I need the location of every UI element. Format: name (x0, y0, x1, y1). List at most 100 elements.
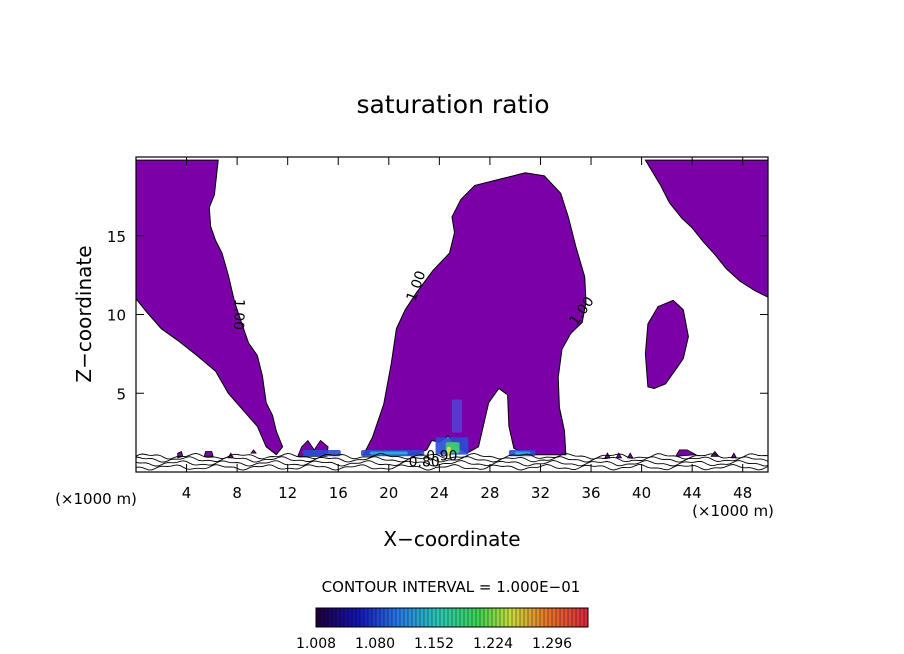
colorbar-cell-7 (343, 607, 349, 628)
contour-label-3: 0.80 (409, 455, 440, 471)
contour-label-0: 1.00 (230, 299, 247, 331)
x-tick-label-5: 24 (430, 484, 449, 502)
colorbar-cell-64 (571, 607, 577, 628)
colorbar-cell-34 (451, 607, 457, 628)
colorbar-cell-53 (527, 607, 533, 628)
colorbar-cell-46 (499, 607, 505, 628)
colorbar-cell-19 (391, 607, 397, 628)
plot-area (136, 159, 768, 459)
colorbar-cell-5 (335, 607, 341, 628)
colorbar-cell-57 (543, 607, 549, 628)
supersaturated-region-2 (644, 159, 768, 298)
colorbar-cell-56 (539, 607, 545, 628)
x-tick-label-7: 32 (531, 484, 550, 502)
high-value-band-2 (369, 451, 408, 455)
colorbar-cell-3 (327, 607, 333, 628)
y-axis-label: Z−coordinate (72, 245, 96, 382)
x-unit-label-left: (×1000 m) (55, 490, 137, 508)
colorbar-label-2: 1.152 (414, 636, 454, 652)
surface-contour-3 (136, 464, 768, 471)
colorbar-cell-27 (423, 607, 429, 628)
supersaturated-region-1 (362, 172, 587, 456)
colorbar-cell-0 (315, 607, 321, 628)
colorbar-cell-44 (491, 607, 497, 628)
x-tick-label-8: 36 (581, 484, 600, 502)
colorbar-cell-6 (339, 607, 345, 628)
colorbar-cell-47 (503, 607, 509, 628)
colorbar-cell-54 (531, 607, 537, 628)
low-level-patch-2 (203, 451, 214, 457)
colorbar-cell-41 (479, 607, 485, 628)
colorbar-cell-31 (439, 607, 445, 628)
x-tick-label-4: 20 (379, 484, 398, 502)
colorbar-cell-11 (359, 607, 365, 628)
y-tick-label-0: 5 (116, 385, 126, 403)
low-level-patch-9 (615, 452, 623, 459)
colorbar-cell-42 (483, 607, 489, 628)
x-tick-label-6: 28 (480, 484, 499, 502)
colorbar-cell-22 (403, 607, 409, 628)
chart-title: saturation ratio (356, 90, 549, 119)
colorbar-cell-20 (395, 607, 401, 628)
x-tick-label-0: 4 (182, 484, 192, 502)
colorbar-cell-23 (407, 607, 413, 628)
colorbar-cell-8 (347, 607, 353, 628)
supersaturated-region-0 (136, 159, 284, 456)
x-axis: 4 8 12 16 20 24 28 32 36 40 44 48 (182, 157, 752, 502)
colorbar-cell-12 (363, 607, 369, 628)
x-tick-label-10: 44 (683, 484, 702, 502)
colorbar-cell-62 (563, 607, 569, 628)
colorbar-cell-38 (467, 607, 473, 628)
colorbar-cell-30 (435, 607, 441, 628)
supersaturated-region-3 (644, 299, 689, 390)
surface-contour-1 (136, 456, 768, 463)
colorbar-cell-33 (447, 607, 453, 628)
colorbar-cell-15 (375, 607, 381, 628)
x-tick-label-3: 16 (329, 484, 348, 502)
contour-label-4: 0.90 (426, 448, 457, 464)
surface-contour-2 (136, 460, 768, 467)
colorbar-frame (315, 607, 589, 628)
colorbar-cell-63 (567, 607, 573, 628)
x-tick-label-9: 40 (632, 484, 651, 502)
colorbar-label-0: 1.008 (296, 636, 336, 652)
colorbar-cell-18 (387, 607, 393, 628)
colorbar-cell-49 (511, 607, 517, 628)
colorbar-cell-43 (487, 607, 493, 628)
colorbar-cell-36 (459, 607, 465, 628)
colorbar-cell-2 (323, 607, 329, 628)
colorbar-cell-48 (507, 607, 513, 628)
x-tick-label-1: 8 (232, 484, 242, 502)
colorbar-cell-26 (419, 607, 425, 628)
colorbar-cell-4 (331, 607, 337, 628)
colorbar-cell-55 (535, 607, 541, 628)
colorbar-cell-24 (411, 607, 417, 628)
colorbar-cell-66 (579, 607, 585, 628)
colorbar-cell-10 (355, 607, 361, 628)
colorbar-cell-16 (379, 607, 385, 628)
y-axis: 5 10 15 (107, 228, 768, 403)
colorbar-cell-35 (455, 607, 461, 628)
x-tick-label-2: 12 (278, 484, 297, 502)
colorbar (315, 607, 589, 628)
colorbar-labels: 1.008 1.080 1.152 1.224 1.296 (296, 636, 572, 652)
x-axis-label: X−coordinate (383, 527, 520, 551)
colorbar-cell-51 (519, 607, 525, 628)
x-unit-label-right: (×1000 m) (692, 502, 774, 520)
x-tick-label-11: 48 (733, 484, 752, 502)
colorbar-cell-25 (415, 607, 421, 628)
colorbar-cell-58 (547, 607, 553, 628)
colorbar-cell-60 (555, 607, 561, 628)
colorbar-cell-39 (471, 607, 477, 628)
colorbar-cell-32 (443, 607, 449, 628)
colorbar-cell-40 (475, 607, 481, 628)
colorbar-cell-1 (319, 607, 325, 628)
high-value-band-5 (452, 399, 463, 433)
colorbar-cell-17 (383, 607, 389, 628)
colorbar-cell-29 (431, 607, 437, 628)
colorbar-cell-21 (399, 607, 405, 628)
y-tick-label-1: 10 (107, 307, 126, 325)
colorbar-cell-37 (463, 607, 469, 628)
colorbar-label-1: 1.080 (355, 636, 395, 652)
